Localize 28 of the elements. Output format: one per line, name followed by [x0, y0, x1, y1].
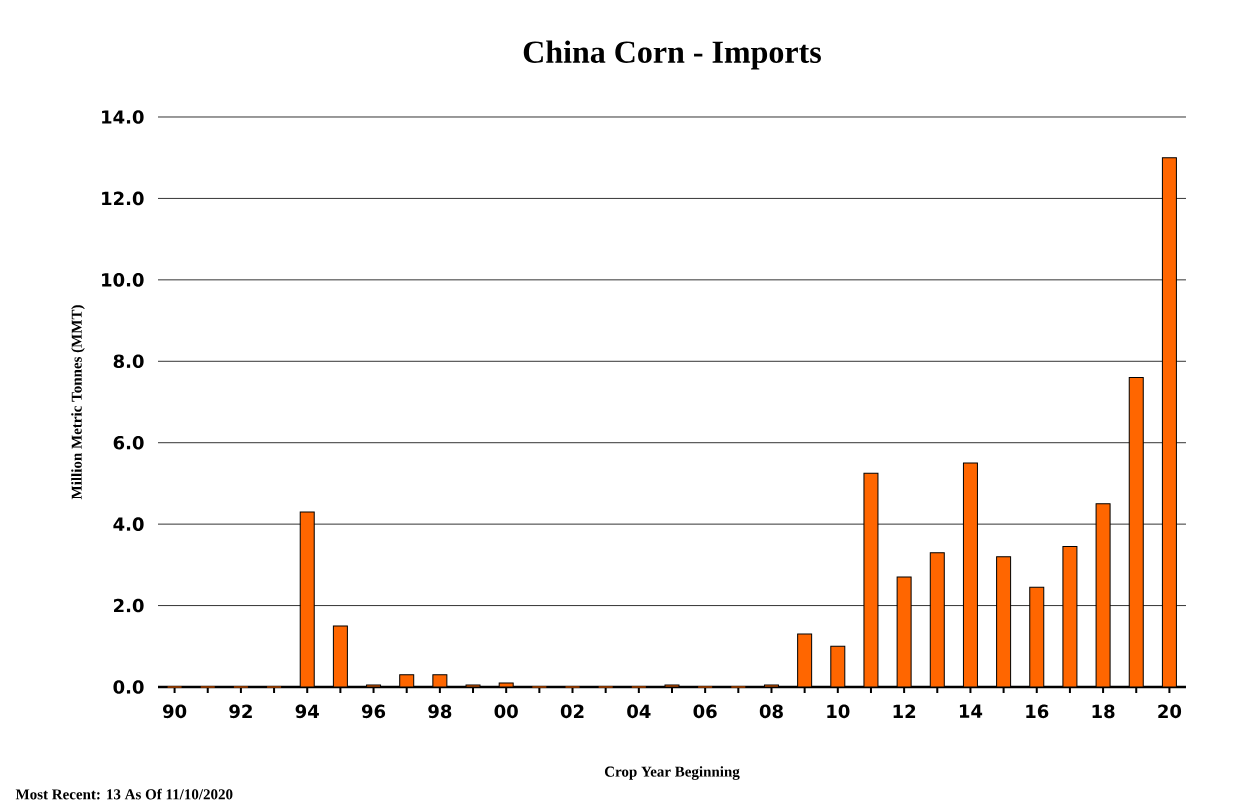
x-tick-label: 02: [560, 704, 584, 719]
x-tick-label: 20: [1158, 704, 1182, 719]
chart-title: China Corn - Imports: [523, 40, 821, 70]
y-tick-label: 12.0: [102, 191, 144, 206]
x-tick-label: 92: [229, 704, 252, 719]
x-tick-label: 90: [162, 704, 187, 719]
y-tick-label: 0.0: [113, 680, 144, 694]
x-tick-label: 12: [893, 704, 916, 718]
x-tick-label: 04: [627, 704, 651, 719]
x-tick-label: 10: [827, 704, 850, 719]
x-tick-label: 08: [759, 704, 783, 719]
x-tick-label: 18: [1092, 704, 1115, 719]
y-tick-label: 2.0: [114, 598, 144, 613]
x-tick-label: 94: [295, 704, 319, 719]
text: Most Recent: 13 As Of 11/10/2020: [15, 788, 233, 800]
x-tick-label: 96: [361, 704, 386, 719]
y-tick-label: 8.0: [113, 354, 144, 369]
x-tick-label: 98: [428, 704, 452, 719]
y-tick-label: 14.0: [102, 110, 144, 124]
y-tick-label: 6.0: [113, 435, 144, 450]
x-tick-label: 00: [494, 704, 518, 719]
x-axis-title: Crop Year Beginning: [604, 766, 740, 780]
y-tick-label: 4.0: [113, 517, 144, 531]
y-axis-title: Million Metric Tonnes (MMT): [71, 305, 85, 500]
x-tick-label: 14: [959, 704, 983, 718]
x-tick-label: 06: [693, 704, 717, 719]
x-tick-label: 16: [1026, 704, 1049, 719]
y-tick-label: 10.0: [102, 273, 144, 287]
